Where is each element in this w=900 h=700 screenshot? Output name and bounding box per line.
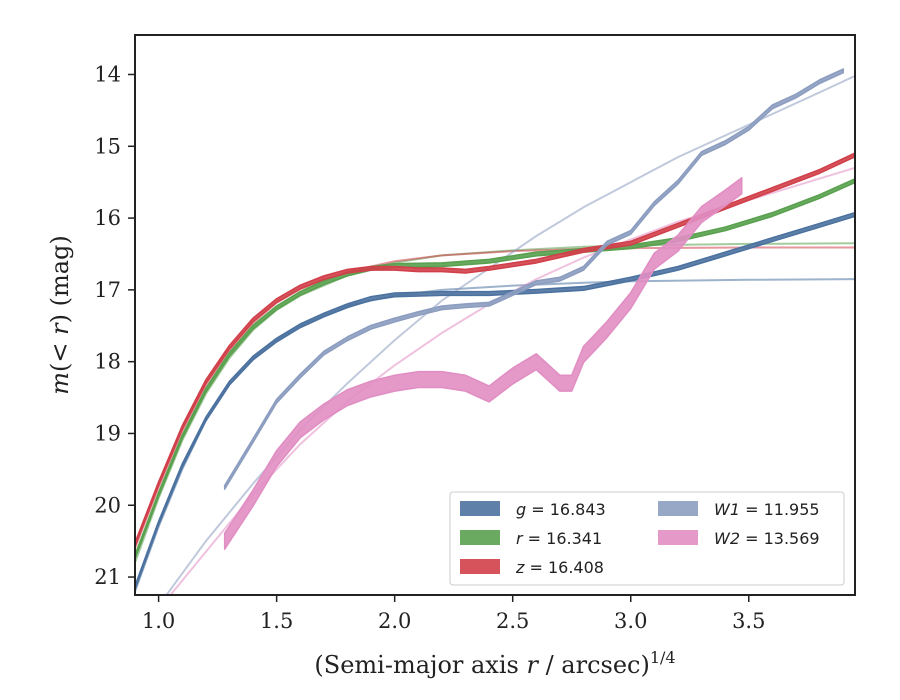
y-tick-label: 18 [94,350,121,374]
y-tick-label: 14 [94,62,121,86]
x-tick-label: 2.0 [378,609,411,633]
y-tick-label: 19 [94,421,121,445]
x-tick-label: 1.5 [260,609,293,633]
x-tick-label: 3.0 [614,609,647,633]
data-band-W2 [223,177,743,550]
legend-item-z: z = 16.408 [460,558,604,577]
legend-item-r: r = 16.341 [460,529,602,548]
data-band-W1 [223,68,844,490]
legend-item-W2: W2 = 13.569 [658,529,820,548]
legend-swatch [460,501,500,516]
x-axis: 1.0 1.5 2.0 2.5 3.0 3.5 [142,595,765,633]
legend-label: g = 16.843 [516,500,606,519]
plot-frame [134,34,856,596]
y-tick-label: 20 [94,493,121,517]
x-axis-title: (Semi-major axis r / arcsec)1/4 [314,648,675,679]
data-bands [135,68,855,591]
legend-item-W1: W1 = 11.955 [658,500,820,519]
legend-item-g: g = 16.843 [460,500,606,519]
legend-frame [449,491,845,586]
y-tick-label: 16 [94,206,121,230]
x-tick-label: 2.5 [496,609,529,633]
legend-label: W2 = 13.569 [714,529,820,548]
x-tick-label: 3.5 [732,609,765,633]
legend-label: W1 = 11.955 [714,500,820,519]
legend-swatch [658,501,698,516]
legend-label: z = 16.408 [515,558,604,577]
data-band-g [135,211,855,591]
y-tick-label: 21 [94,565,121,589]
y-tick-label: 15 [94,134,121,158]
y-tick-label: 17 [94,278,121,302]
legend-swatch [460,559,500,574]
data-band-r [135,178,855,560]
legend-swatch [460,530,500,545]
legend-label: r = 16.341 [516,529,602,548]
x-tick-label: 1.0 [142,609,175,633]
y-axis-title: m(< r) (mag) [46,235,74,395]
legend-swatch [658,530,698,545]
legend: g = 16.843 r = 16.341 z = 16.408 W1 = 11.95… [449,491,845,586]
y-axis: 14 15 16 17 18 19 20 21 [94,62,135,589]
data-band-z [135,152,855,548]
